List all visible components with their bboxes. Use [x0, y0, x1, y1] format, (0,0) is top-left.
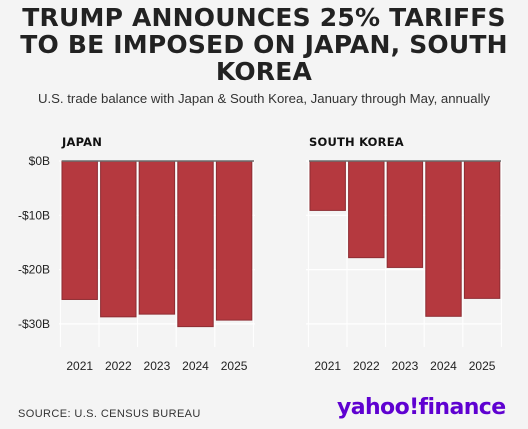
panel-title-japan: JAPAN: [62, 135, 103, 149]
bar: [425, 160, 462, 317]
bar: [463, 160, 501, 299]
y-tick-label: $0B: [29, 154, 50, 168]
x-tick-label: 2025: [221, 359, 248, 373]
bar: [138, 160, 176, 315]
x-tick-label: 2023: [392, 359, 419, 373]
panel-title-south-korea: SOUTH KOREA: [309, 135, 404, 149]
x-tick-label: 2022: [353, 359, 380, 373]
x-tick-label: 2023: [144, 359, 171, 373]
bar: [100, 160, 137, 318]
x-tick-label: 2025: [469, 359, 496, 373]
bar: [177, 160, 214, 328]
x-tick-label: 2024: [430, 359, 457, 373]
bar: [386, 160, 424, 268]
x-tick-label: 2021: [66, 359, 93, 373]
x-tick-label: 2024: [182, 359, 209, 373]
chart-subtitle: U.S. trade balance with Japan & South Ko…: [37, 91, 491, 106]
bar: [309, 160, 346, 211]
bar: [61, 160, 98, 300]
bar: [348, 160, 385, 259]
chart-headline: TRUMP ANNOUNCES 25% TARIFFS TO BE IMPOSE…: [20, 3, 508, 86]
x-tick-label: 2022: [105, 359, 132, 373]
x-tick-label: 2021: [314, 359, 341, 373]
source-note: SOURCE: U.S. CENSUS BUREAU: [18, 408, 201, 420]
yahoo-finance-logo: yahoo!finance: [337, 395, 506, 420]
y-tick-label: -$30B: [18, 317, 50, 331]
y-tick-label: -$20B: [18, 263, 50, 277]
bar: [215, 160, 253, 321]
y-tick-label: -$10B: [18, 208, 50, 222]
